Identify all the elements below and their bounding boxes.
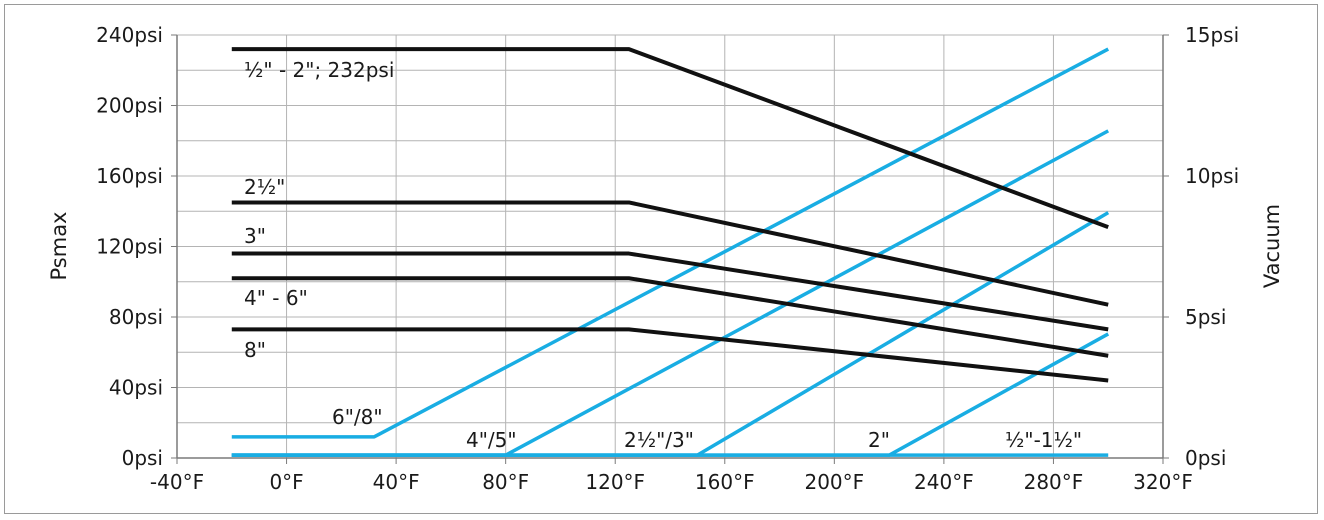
pressure-series-group [231, 47, 1109, 383]
vacuum-series-label: ½"-1½" [1005, 428, 1082, 452]
x-tick-label: -40°F [150, 470, 204, 494]
vacuum-series-label: 4"/5" [466, 428, 517, 452]
pressure-series-line [231, 47, 1109, 229]
pressure-series-line [231, 251, 1109, 332]
x-tick-label: 280°F [1024, 470, 1084, 494]
x-tick-label: 320°F [1133, 470, 1193, 494]
y-tick-label: 0psi [122, 446, 163, 470]
y-tick-label: 200psi [96, 94, 163, 118]
x-tick-label: 80°F [482, 470, 529, 494]
pressure-series-line [231, 200, 1109, 307]
vacuum-series-line [231, 47, 1110, 439]
pressure-series-label: 4" - 6" [244, 286, 308, 310]
pressure-series-label: 3" [244, 224, 266, 248]
y2-tick-label: 5psi [1185, 305, 1226, 329]
y-tick-label: 160psi [96, 164, 163, 188]
y2-tick-label: 10psi [1185, 164, 1239, 188]
vacuum-series-group [231, 47, 1110, 457]
x-tick-label: 120°F [585, 470, 645, 494]
y2-axis-title: Vacuum [1260, 204, 1284, 288]
series-labels: ½" - 2"; 232psi 2½" 3" 4" - 6" 8" 6"/8" 4"/5" 2… [244, 58, 1082, 452]
vacuum-series-label: 2" [868, 428, 890, 452]
vacuum-series-label: 2½"/3" [624, 428, 694, 452]
x-tick-label: 160°F [695, 470, 755, 494]
y-tick-label: 80psi [109, 305, 163, 329]
x-tick-label: 240°F [914, 470, 974, 494]
tick-labels: -40°F 0°F 40°F 80°F 120°F 160°F 200°F 240°F 280°… [96, 23, 1239, 494]
pressure-series-label: ½" - 2"; 232psi [244, 58, 394, 82]
pressure-series-line [231, 276, 1109, 358]
y2-tick-label: 15psi [1185, 23, 1239, 47]
pressure-series-label: 2½" [244, 175, 285, 199]
y-tick-label: 120psi [96, 235, 163, 259]
y2-tick-label: 0psi [1185, 446, 1226, 470]
pressure-series-label: 8" [244, 338, 266, 362]
y-axis-title: Psmax [47, 212, 71, 281]
x-tick-label: 200°F [804, 470, 864, 494]
pressure-series-line [231, 327, 1109, 383]
x-tick-label: 0°F [269, 470, 303, 494]
axes [171, 34, 1169, 464]
vacuum-series-label: 6"/8" [332, 405, 383, 429]
y-tick-label: 40psi [109, 376, 163, 400]
y-tick-label: 240psi [96, 23, 163, 47]
x-tick-label: 40°F [373, 470, 420, 494]
